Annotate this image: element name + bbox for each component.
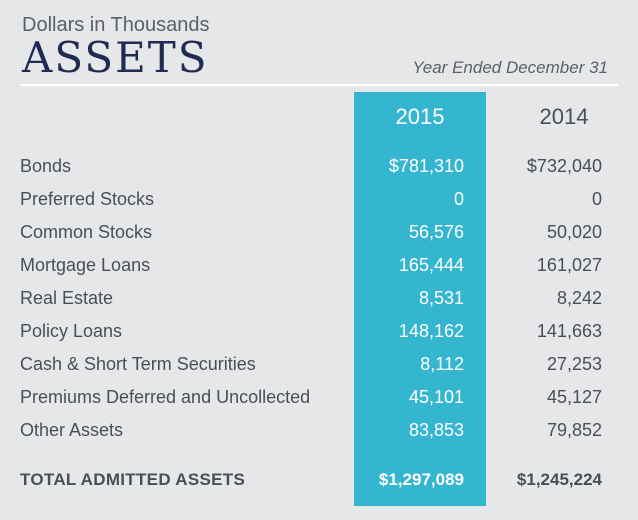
column-header-2015: 2015: [395, 104, 445, 129]
table-row: Mortgage Loans 165,444 161,027: [0, 249, 638, 282]
subtitle: Dollars in Thousands: [22, 14, 210, 36]
header-divider: [20, 84, 618, 86]
table-row: Bonds $781,310 $732,040: [0, 150, 638, 183]
row-label: Real Estate: [20, 288, 114, 308]
table-row: Policy Loans 148,162 141,663: [0, 315, 638, 348]
row-label: Bonds: [20, 156, 72, 176]
row-value-2014: 27,253: [546, 354, 602, 374]
page-title: ASSETS: [22, 33, 209, 82]
row-value-2014: $732,040: [526, 156, 602, 176]
row-value-2015: 0: [453, 189, 464, 209]
row-value-2015: 8,112: [420, 354, 464, 374]
row-value-2014: 79,852: [546, 420, 602, 440]
row-value-2014: 0: [591, 189, 602, 209]
table-row: Preferred Stocks 0 0: [0, 183, 638, 216]
total-row: TOTAL ADMITTED ASSETS $1,297,089 $1,245,…: [0, 464, 638, 497]
row-label: Other Assets: [20, 420, 124, 440]
row-value-2015: 56,576: [408, 222, 464, 242]
row-value-2014: 8,242: [556, 288, 602, 308]
row-label: Mortgage Loans: [20, 255, 151, 275]
column-2015-highlight: [354, 92, 486, 506]
row-value-2014: 45,127: [546, 387, 602, 407]
column-header-2014: 2014: [539, 104, 589, 129]
row-value-2014: 141,663: [536, 321, 602, 341]
table-row: Cash & Short Term Securities 8,112 27,253: [0, 348, 638, 381]
row-value-2014: 161,027: [536, 255, 602, 275]
table-row: Premiums Deferred and Uncollected 45,101 4…: [0, 381, 638, 414]
total-value-2015: $1,297,089: [378, 470, 464, 489]
row-value-2015: $781,310: [388, 156, 464, 176]
row-label: Policy Loans: [20, 321, 123, 341]
total-value-2014: $1,245,224: [516, 470, 602, 489]
row-value-2015: 8,531: [418, 288, 464, 308]
row-value-2015: 165,444: [398, 255, 464, 275]
row-value-2015: 45,101: [408, 387, 464, 407]
row-value-2014: 50,020: [546, 222, 602, 242]
total-label: TOTAL ADMITTED ASSETS: [20, 470, 246, 489]
row-label: Preferred Stocks: [20, 189, 155, 209]
row-value-2015: 148,162: [398, 321, 464, 341]
table-row: Real Estate 8,531 8,242: [0, 282, 638, 315]
row-label: Common Stocks: [20, 222, 153, 242]
period-label: Year Ended December 31: [412, 58, 608, 77]
row-value-2015: 83,853: [408, 420, 464, 440]
table-row: Common Stocks 56,576 50,020: [0, 216, 638, 249]
table-row: Other Assets 83,853 79,852: [0, 414, 638, 447]
row-label: Cash & Short Term Securities: [20, 354, 256, 374]
row-label: Premiums Deferred and Uncollected: [20, 387, 311, 407]
